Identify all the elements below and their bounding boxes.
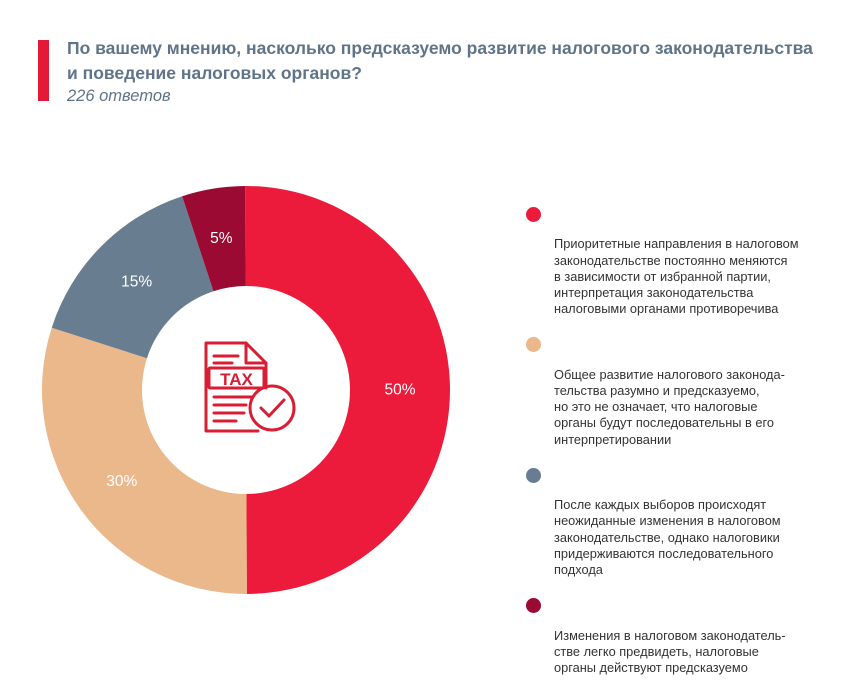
legend-item: После каждых выборов происходят неожидан… bbox=[526, 465, 826, 578]
tax-document-check-icon bbox=[204, 341, 296, 433]
legend-color-dot bbox=[526, 598, 541, 614]
legend-color-dot bbox=[526, 467, 541, 483]
legend-color-dot bbox=[526, 207, 541, 222]
donut-slice-15-percent bbox=[51, 196, 214, 359]
slices-group bbox=[41, 186, 450, 594]
slice-value-label: 15% bbox=[121, 274, 152, 291]
legend-label: После каждых выборов происходят неожидан… bbox=[554, 497, 781, 578]
document-outline bbox=[204, 341, 260, 433]
legend-item: Общее развитие налогового законода- тель… bbox=[526, 334, 826, 447]
chart-title: По вашему мнению, насколько предсказуемо… bbox=[67, 38, 813, 83]
check-mark-icon bbox=[259, 398, 286, 418]
legend-label: Общее развитие налогового законода- тель… bbox=[554, 366, 785, 447]
tax-icon-text: TAX bbox=[220, 370, 253, 389]
slice-value-label: 30% bbox=[106, 473, 137, 490]
legend: Приоритетные направления в налоговом зак… bbox=[526, 204, 826, 693]
legend-label: Изменения в налоговом законодатель- стве… bbox=[554, 627, 786, 676]
legend-item: Изменения в налоговом законодатель- стве… bbox=[526, 595, 826, 676]
slice-value-label: 5% bbox=[210, 230, 233, 247]
legend-color-dot bbox=[526, 337, 541, 353]
donut-slice-50-percent bbox=[245, 186, 450, 594]
legend-item: Приоритетные направления в налоговом зак… bbox=[526, 204, 826, 317]
response-count: 226 ответов bbox=[67, 87, 171, 105]
donut-slice-5-percent bbox=[182, 186, 246, 292]
donut-chart: 50% 30% 15% 5% TAX bbox=[41, 186, 450, 594]
donut-slice-30-percent bbox=[41, 327, 247, 594]
document-fold-corner bbox=[244, 341, 268, 365]
slice-labels-group: 50% 30% 15% 5% bbox=[106, 230, 415, 490]
title-accent-bar bbox=[38, 40, 49, 101]
legend-label: Приоритетные направления в налоговом зак… bbox=[554, 236, 799, 317]
check-circle bbox=[248, 384, 296, 432]
tax-label-box bbox=[207, 366, 266, 390]
slice-value-label: 50% bbox=[384, 381, 415, 398]
